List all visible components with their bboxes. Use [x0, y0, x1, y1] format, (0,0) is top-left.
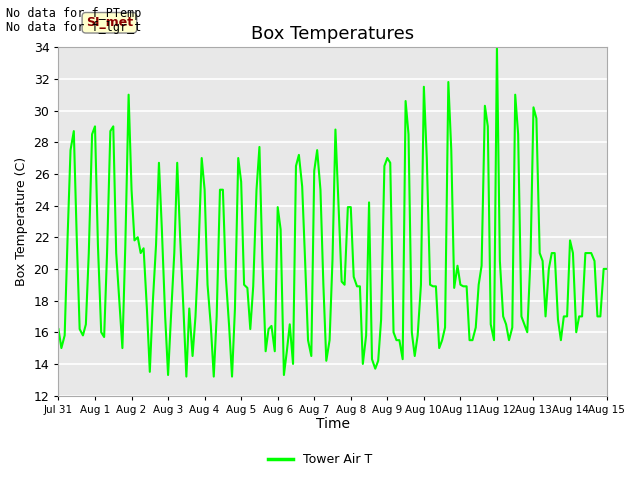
- Text: No data for f_PTemp: No data for f_PTemp: [6, 7, 142, 20]
- Y-axis label: Box Temperature (C): Box Temperature (C): [15, 157, 28, 286]
- Legend: Tower Air T: Tower Air T: [263, 448, 377, 471]
- Text: No data for f_lgr_t: No data for f_lgr_t: [6, 21, 142, 34]
- X-axis label: Time: Time: [316, 418, 349, 432]
- Text: SI_met: SI_met: [86, 16, 133, 29]
- Title: Box Temperatures: Box Temperatures: [251, 25, 414, 43]
